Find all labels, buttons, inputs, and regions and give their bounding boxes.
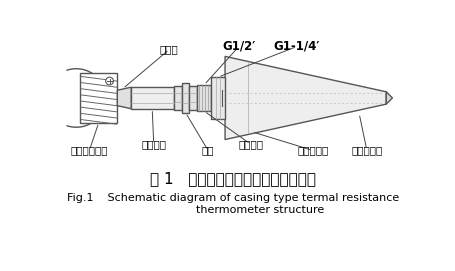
Text: thermometer structure: thermometer structure (197, 205, 324, 215)
Bar (189, 86, 197, 110)
Polygon shape (386, 92, 393, 104)
Text: G1-1/4′: G1-1/4′ (274, 40, 320, 53)
Text: G1/2′: G1/2′ (222, 40, 256, 53)
Text: 上保护管: 上保护管 (141, 139, 166, 149)
Bar (174, 86, 182, 110)
Polygon shape (117, 87, 131, 109)
Text: Fig.1    Schematic diagram of casing type termal resistance: Fig.1 Schematic diagram of casing type t… (67, 193, 399, 203)
Bar (197, 85, 211, 111)
Bar (131, 87, 174, 109)
Circle shape (106, 77, 113, 85)
Text: 连接螺丝: 连接螺丝 (238, 139, 263, 149)
Text: 压接式: 压接式 (160, 44, 179, 54)
Text: 活接: 活接 (202, 145, 214, 155)
Bar (182, 83, 189, 112)
Polygon shape (225, 56, 386, 140)
Text: 温度计套管: 温度计套管 (297, 145, 328, 155)
Text: 不锈钢接线盒: 不锈钢接线盒 (71, 145, 108, 155)
Bar (211, 77, 225, 119)
Text: 温度传感器: 温度传感器 (351, 145, 383, 155)
Text: 图 1   套管式热电阻温度计结构示意图: 图 1 套管式热电阻温度计结构示意图 (150, 171, 316, 186)
Bar (80, 73, 117, 122)
